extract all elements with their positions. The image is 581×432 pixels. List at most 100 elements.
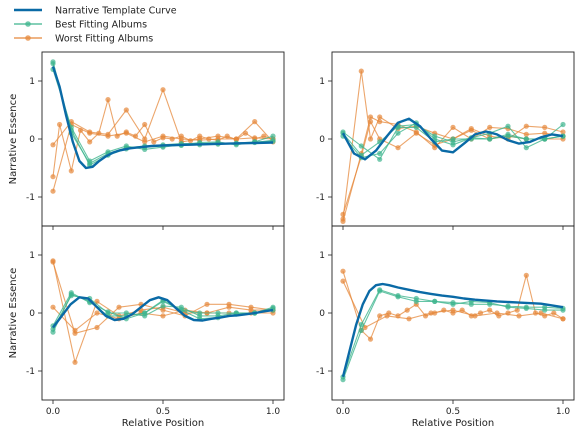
worst-album-point (105, 133, 111, 139)
x-tick-label: 1.0 (266, 407, 281, 417)
y-tick-label: 1 (319, 251, 325, 261)
worst-album-point (472, 313, 478, 319)
best-album-point (358, 143, 364, 149)
best-album-point (450, 301, 456, 307)
worst-album-point (116, 304, 122, 310)
worst-album-point (160, 135, 166, 141)
worst-album-point (242, 130, 249, 136)
x-tick-label: 0.0 (336, 407, 351, 417)
worst-album-point (538, 310, 544, 316)
best-album-point (413, 124, 419, 130)
y-tick-label: 0 (319, 309, 325, 319)
best-album-point (560, 307, 566, 313)
worst-album-point (523, 123, 529, 129)
best-album-point (68, 290, 74, 296)
best-album-point (377, 156, 383, 162)
worst-album-point (340, 218, 346, 224)
worst-album-point (169, 136, 175, 142)
worst-album-point (178, 133, 184, 139)
legend: Narrative Template Curve Best Fitting Alb… (14, 5, 177, 44)
worst-album-point (377, 114, 383, 120)
legend-entry-worst: Worst Fitting Albums (14, 33, 153, 44)
best-album-point (395, 130, 401, 136)
best-album-point (270, 304, 276, 310)
worst-album-point (404, 307, 410, 313)
template-curve (341, 282, 564, 378)
template-curve (341, 117, 564, 161)
best-album-point (395, 294, 401, 300)
best-album-point (450, 136, 456, 142)
panel-2: -1 0 1 (316, 51, 575, 230)
x-tick-label: 0.5 (446, 407, 460, 417)
y-tick-label: 1 (29, 251, 35, 261)
best-album-point (413, 298, 419, 304)
plot-area (340, 68, 566, 224)
legend-entry-template: Narrative Template Curve (14, 5, 177, 16)
legend-marker-worst (25, 35, 31, 41)
best-album-point (523, 305, 529, 311)
panel-3: -1 0 1 0.0 0.5 1.0 Relative Position Narrative … (8, 225, 285, 429)
legend-marker-best (25, 21, 31, 27)
worst-album-point (487, 124, 493, 130)
best-album-point (340, 377, 346, 383)
best-album-point (270, 133, 276, 139)
worst-album-point (87, 139, 93, 145)
worst-album-point (395, 145, 401, 151)
worst-album-point (123, 129, 129, 135)
best-album-point (432, 298, 438, 304)
best-album-point (105, 309, 111, 315)
best-album-point (358, 327, 364, 333)
worst-album-point (367, 114, 374, 120)
y-axis-label: Narrative Essence (8, 94, 19, 185)
best-album-point (358, 322, 364, 328)
worst-album-point (187, 138, 194, 144)
worst-album-point (432, 145, 438, 151)
worst-album-point (50, 304, 56, 310)
worst-album-point (551, 310, 557, 316)
worst-album-point (224, 133, 230, 139)
worst-album-point (367, 136, 374, 142)
x-tick-label: 1.0 (556, 407, 571, 417)
plot-area (50, 59, 276, 194)
worst-album-point (560, 129, 566, 135)
best-album-point (505, 123, 511, 129)
best-album-point (487, 136, 493, 142)
y-tick-label: -1 (26, 367, 35, 377)
best-album-point (377, 288, 383, 294)
worst-album-point (50, 174, 56, 180)
worst-album-line-1 (342, 70, 564, 220)
worst-album-point (142, 121, 148, 128)
legend-label-worst: Worst Fitting Albums (55, 33, 153, 44)
worst-album-point (248, 307, 254, 313)
best-album-point (450, 142, 456, 148)
worst-album-point (494, 310, 500, 316)
y-tick-label: 1 (319, 77, 325, 87)
worst-album-point (340, 278, 346, 284)
worst-album-point (87, 130, 93, 136)
worst-album-point (516, 313, 522, 319)
worst-album-point (428, 310, 434, 316)
x-tick-label: 0.5 (156, 407, 170, 417)
plot-area (340, 268, 566, 383)
worst-album-point (123, 107, 129, 113)
worst-album-point (468, 127, 474, 133)
worst-album-point (560, 316, 566, 322)
worst-album-point (50, 258, 56, 264)
worst-album-point (406, 316, 412, 322)
panel-1: -1 0 1 Narrative Essence (8, 51, 285, 230)
worst-album-point (72, 327, 78, 333)
best-album-point (160, 303, 166, 309)
worst-album-point (377, 313, 383, 319)
worst-album-point (105, 97, 111, 103)
worst-album-point (77, 127, 84, 133)
best-album-point (560, 121, 566, 128)
worst-album-point (487, 307, 493, 313)
worst-album-point (96, 130, 102, 136)
plot-area (50, 258, 276, 365)
worst-album-point (523, 272, 529, 278)
worst-album-point (160, 87, 166, 93)
worst-album-point (340, 268, 346, 274)
worst-album-point (142, 139, 148, 145)
worst-album-point (358, 68, 364, 74)
worst-album-point (151, 139, 157, 145)
